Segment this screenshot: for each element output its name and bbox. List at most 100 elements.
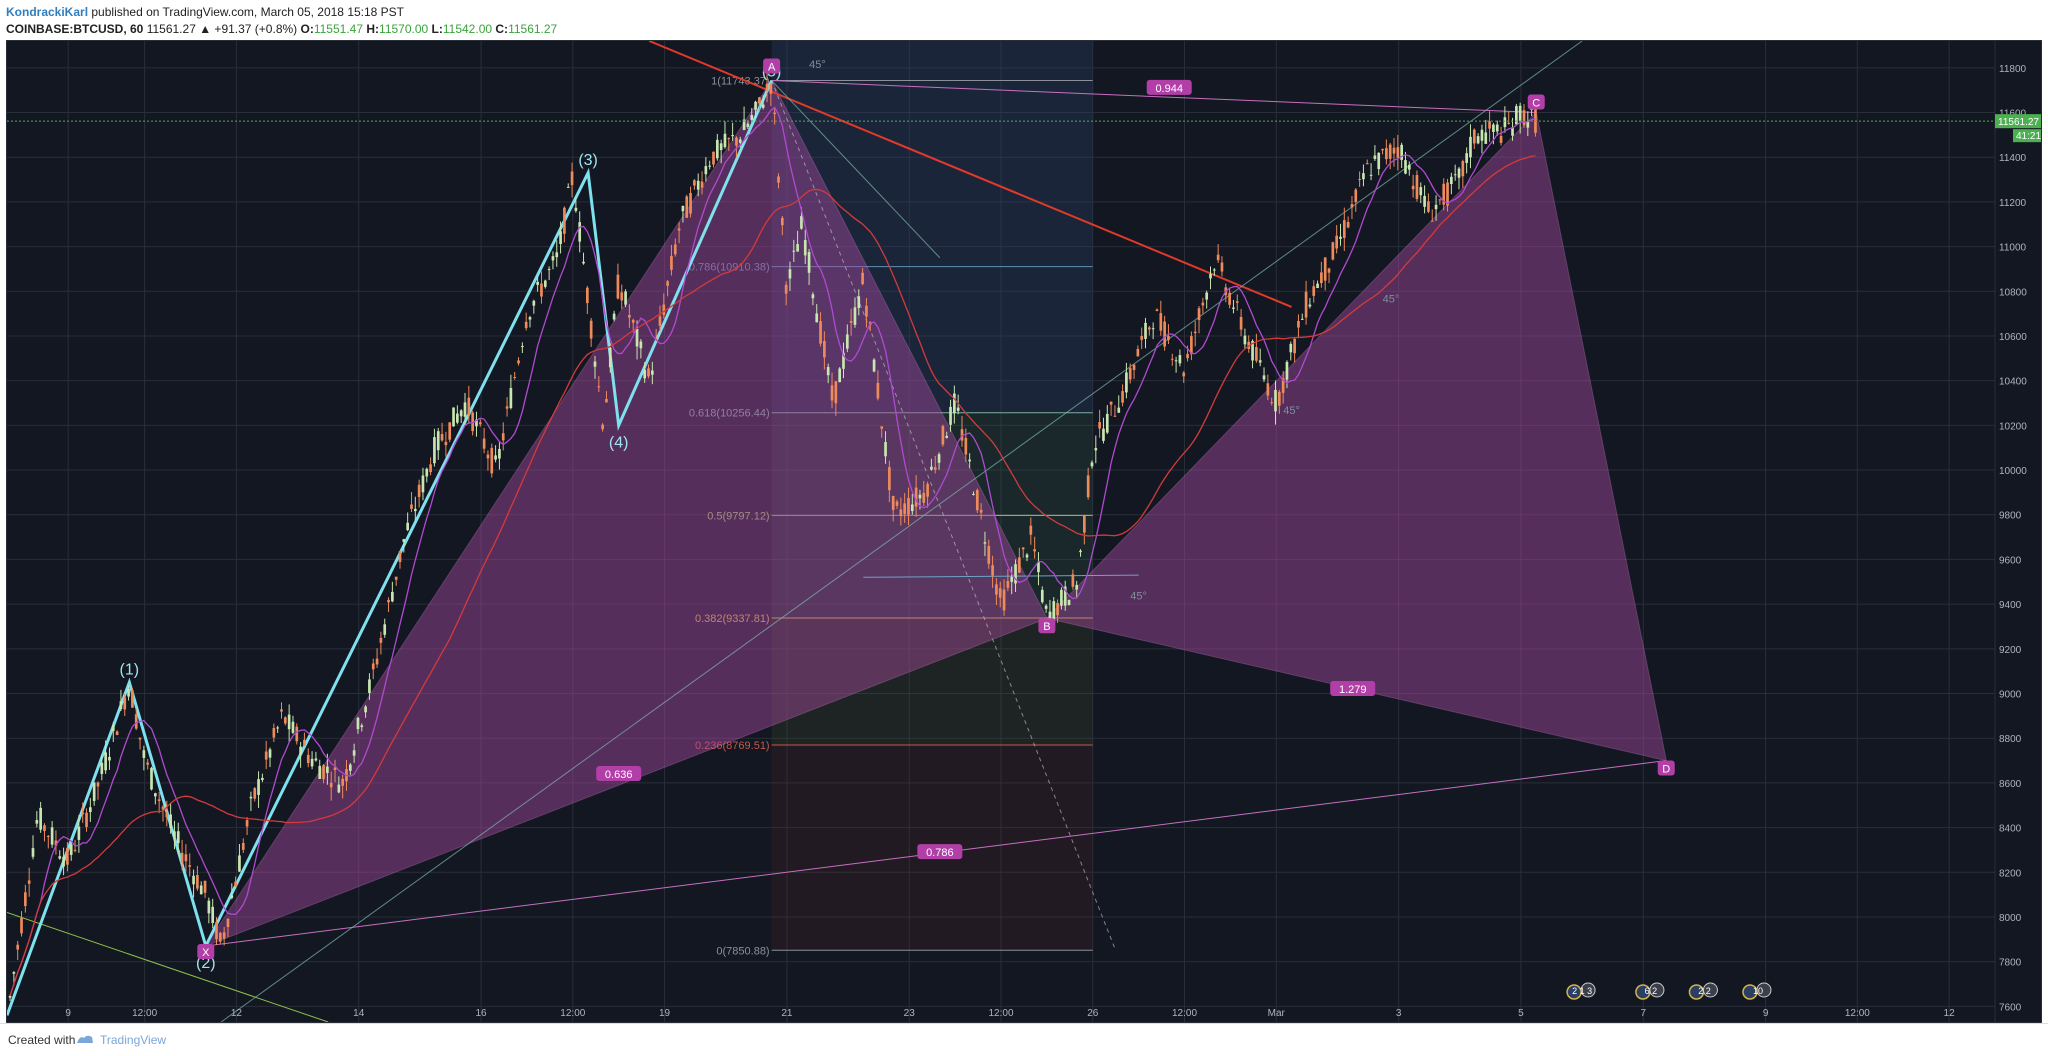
candle-body (735, 137, 738, 146)
y-tick-label: 11600 (1999, 109, 2027, 120)
candle-body (371, 663, 375, 670)
candle-body (24, 892, 27, 907)
candle-body (1040, 589, 1044, 603)
pattern-ratio-label-group: 0.944 (1146, 79, 1192, 95)
candle-body (1037, 561, 1040, 573)
candle-body (517, 360, 520, 364)
candle-body (964, 437, 968, 455)
candle-body (287, 714, 291, 730)
pattern-point-a-bg (763, 58, 781, 74)
y-tick-label: 10000 (1999, 466, 2027, 477)
candle-body (471, 412, 474, 432)
candle-body (727, 138, 731, 140)
pattern-ratio-label-bg (1146, 79, 1192, 95)
candle-body (326, 766, 329, 773)
candle-body (1331, 242, 1335, 260)
y-tick-label: 9400 (1999, 600, 2022, 611)
candle-body (100, 762, 104, 775)
candle-body (842, 352, 845, 369)
angle-label: 45° (1283, 405, 1300, 417)
candle-body (559, 231, 562, 244)
candle-body (1197, 308, 1201, 321)
candle-body (654, 338, 658, 340)
candle-body (1258, 360, 1262, 363)
candle-body (157, 799, 161, 801)
candle-body (249, 796, 253, 799)
candle-body (310, 758, 314, 767)
candle-body (456, 413, 459, 423)
event-icon-group: 6 2 (1635, 982, 1665, 1000)
pattern-ratio-label-bg (917, 844, 963, 860)
y-tick-label: 8600 (1999, 779, 2022, 790)
candle-body (685, 196, 689, 218)
event-icon-group: 10 (1742, 982, 1772, 1000)
fib-zone-low (771, 618, 1093, 746)
candle-body (119, 701, 123, 709)
candle-body (1430, 220, 1434, 222)
candle-body (54, 840, 58, 846)
tradingview-brand[interactable]: TradingView (100, 1033, 167, 1047)
candle-body (1346, 221, 1350, 228)
candle-body (780, 217, 784, 226)
candle-body (1499, 136, 1503, 143)
candle-body (173, 831, 176, 837)
candle-body (1014, 564, 1017, 584)
candle-body (1476, 136, 1480, 144)
candle-body (910, 504, 914, 512)
candle-body (983, 542, 987, 544)
candle-body (478, 422, 482, 425)
event-icon (1702, 982, 1718, 998)
tradingview-logo-icon[interactable] (76, 1033, 94, 1045)
y-tick-label: 10600 (1999, 332, 2027, 343)
symbol-label: COINBASE:BTCUSD, 60 (6, 22, 144, 36)
candle-body (444, 441, 448, 446)
candle-body (459, 410, 463, 417)
y-tick-label: 8800 (1999, 734, 2022, 745)
candle-body (742, 119, 746, 131)
candle-body (448, 422, 452, 440)
chart-area[interactable]: 1(11743.37) 0.786(10910.38) 0.618(10256.44… (6, 40, 2042, 1023)
fib-level-label: 0.618(10256.44) (689, 408, 770, 420)
candle-body (207, 900, 211, 914)
x-tick-label: 12 (1944, 1008, 1956, 1019)
candle-body (1212, 269, 1216, 271)
candle-body (39, 807, 42, 830)
candle-body (169, 814, 172, 829)
candle-body (85, 812, 88, 827)
candle-body (261, 777, 264, 780)
candle-body (196, 875, 199, 889)
candle-body (188, 865, 192, 867)
candle-body (1469, 136, 1472, 158)
candle-body (635, 328, 639, 347)
y-tick-label: 8400 (1999, 824, 2022, 835)
candle-body (998, 588, 1002, 598)
x-tick-label: 12:00 (988, 1008, 1013, 1019)
x-tick-label: 12:00 (1172, 1008, 1197, 1019)
wave-label: (4) (609, 434, 629, 451)
candle-body (268, 749, 272, 758)
price-chart-svg[interactable]: 1(11743.37) 0.786(10910.38) 0.618(10256.44… (7, 41, 2041, 1022)
pattern-ratio-label: 1.279 (1339, 684, 1367, 696)
candle-body (153, 793, 157, 797)
candle-body (941, 426, 945, 445)
candle-body (1228, 292, 1231, 305)
candle-body (1174, 360, 1178, 362)
candle-body (43, 825, 46, 832)
candle-body (1006, 581, 1010, 588)
candle-body (1105, 413, 1109, 433)
candle-body (1132, 364, 1136, 370)
y-tick-label: 8000 (1999, 913, 2022, 924)
fib-level-label: 0.5(9797.12) (707, 510, 769, 522)
x-tick-label: 5 (1518, 1008, 1524, 1019)
candle-body (1335, 235, 1339, 249)
author-link[interactable]: KondrackiKarl (6, 5, 89, 19)
candle-body (257, 779, 260, 795)
candle-body (226, 918, 230, 928)
candle-body (1262, 375, 1266, 380)
candle-body (693, 180, 696, 186)
x-tick-label: 16 (475, 1008, 487, 1019)
candle-body (1201, 302, 1205, 306)
candle-body (402, 539, 406, 542)
candle-body (1289, 343, 1293, 353)
candle-body (1025, 554, 1029, 558)
